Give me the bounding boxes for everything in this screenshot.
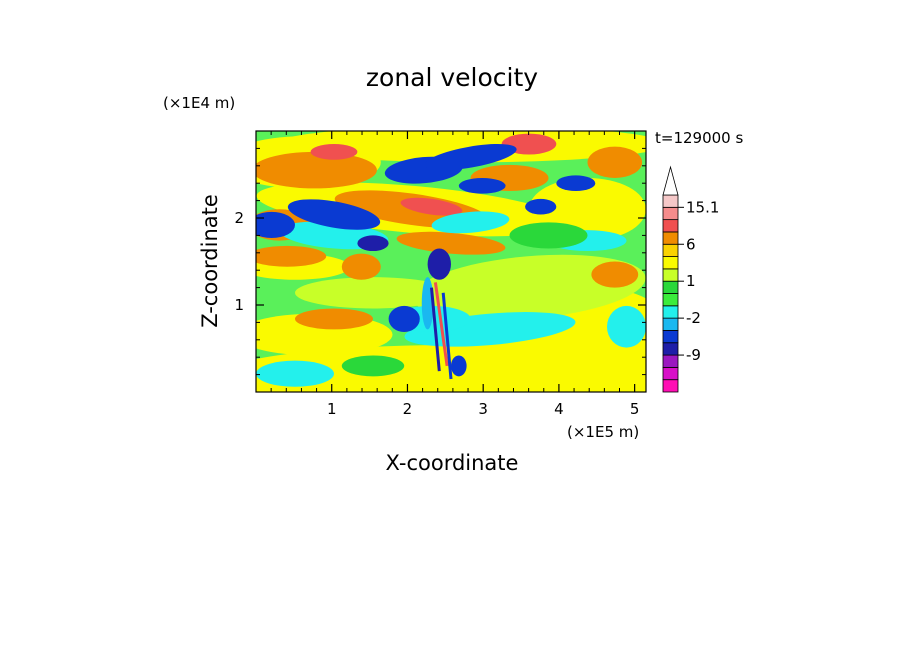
heatmap-region [388, 305, 420, 332]
x-axis: 1 2 3 4 5 [270, 131, 640, 418]
heatmap-region [591, 261, 639, 288]
heatmap-region [256, 360, 334, 387]
heatmap-region [431, 211, 510, 234]
colorbar-label: -2 [686, 309, 701, 327]
colorbar-swatch [662, 231, 679, 245]
y-unit-label: (×1E4 m) [163, 94, 235, 112]
heatmap-streak [430, 287, 441, 372]
colorbar-swatch [662, 268, 679, 282]
colorbar-swatch [662, 256, 679, 270]
colorbar-swatch [662, 317, 679, 331]
heatmap-streak [441, 292, 453, 380]
chart-title: zonal velocity [366, 63, 538, 92]
heatmap-region [341, 253, 381, 280]
x-tick-label: 4 [554, 400, 564, 418]
heatmap-region [256, 245, 327, 267]
colorbar-swatch [662, 293, 679, 307]
heatmap-region [396, 231, 506, 255]
y-tick-label: 1 [234, 296, 244, 314]
heatmap-region [458, 177, 506, 194]
colorbar: 15.1 6 1 -2 -9 [662, 165, 719, 393]
colorbar-swatch [662, 354, 679, 368]
heatmap-region [509, 222, 588, 249]
colorbar-label: -9 [686, 346, 701, 364]
y-tick-label: 2 [234, 209, 244, 227]
y-axis-label: Z-coordinate [198, 194, 222, 328]
heatmap-region [295, 308, 373, 330]
heatmap-region [607, 305, 646, 348]
heatmap-region [275, 131, 646, 163]
heatmap-region [427, 248, 451, 280]
heatmap-region [256, 211, 295, 239]
plot-frame [255, 130, 647, 393]
heatmap-region [400, 197, 463, 216]
colorbar-swatch [662, 330, 679, 344]
heatmap-region [556, 175, 596, 192]
heatmap-region [412, 254, 646, 321]
colorbar-swatch [662, 219, 679, 233]
heatmap-region [341, 355, 405, 377]
x-tick-label: 1 [327, 400, 337, 418]
heatmap-field [256, 131, 646, 392]
colorbar-swatch [662, 305, 679, 319]
y-axis: 12 [234, 147, 646, 376]
x-unit-label: (×1E5 m) [567, 423, 639, 441]
heatmap-region [587, 146, 643, 178]
colorbar-label: 15.1 [686, 198, 719, 216]
x-axis-label: X-coordinate [386, 451, 519, 475]
heatmap-region [424, 143, 517, 171]
heatmap-region [451, 355, 467, 377]
colorbar-swatch [662, 206, 679, 221]
heatmap-region [310, 144, 358, 160]
colorbar-swatch [662, 342, 679, 356]
heatmap-region [525, 198, 557, 215]
x-tick-label: 5 [630, 400, 640, 418]
colorbar-swatch [662, 280, 679, 294]
colorbar-label: 1 [686, 272, 696, 290]
colorbar-swatch [662, 366, 679, 381]
x-tick-label: 2 [403, 400, 413, 418]
heatmap-streak [433, 282, 449, 367]
colorbar-label: 6 [686, 235, 696, 253]
heatmap-region [295, 277, 451, 309]
heatmap-region [287, 199, 381, 230]
colorbar-extend-arrow [662, 165, 679, 196]
colorbar-swatch [662, 379, 679, 393]
heatmap-region [256, 151, 377, 189]
heatmap-region [357, 235, 389, 252]
colorbar-swatch [662, 243, 679, 257]
time-label: t=129000 s [655, 129, 743, 147]
colorbar-swatch [662, 194, 679, 208]
x-tick-label: 3 [478, 400, 488, 418]
